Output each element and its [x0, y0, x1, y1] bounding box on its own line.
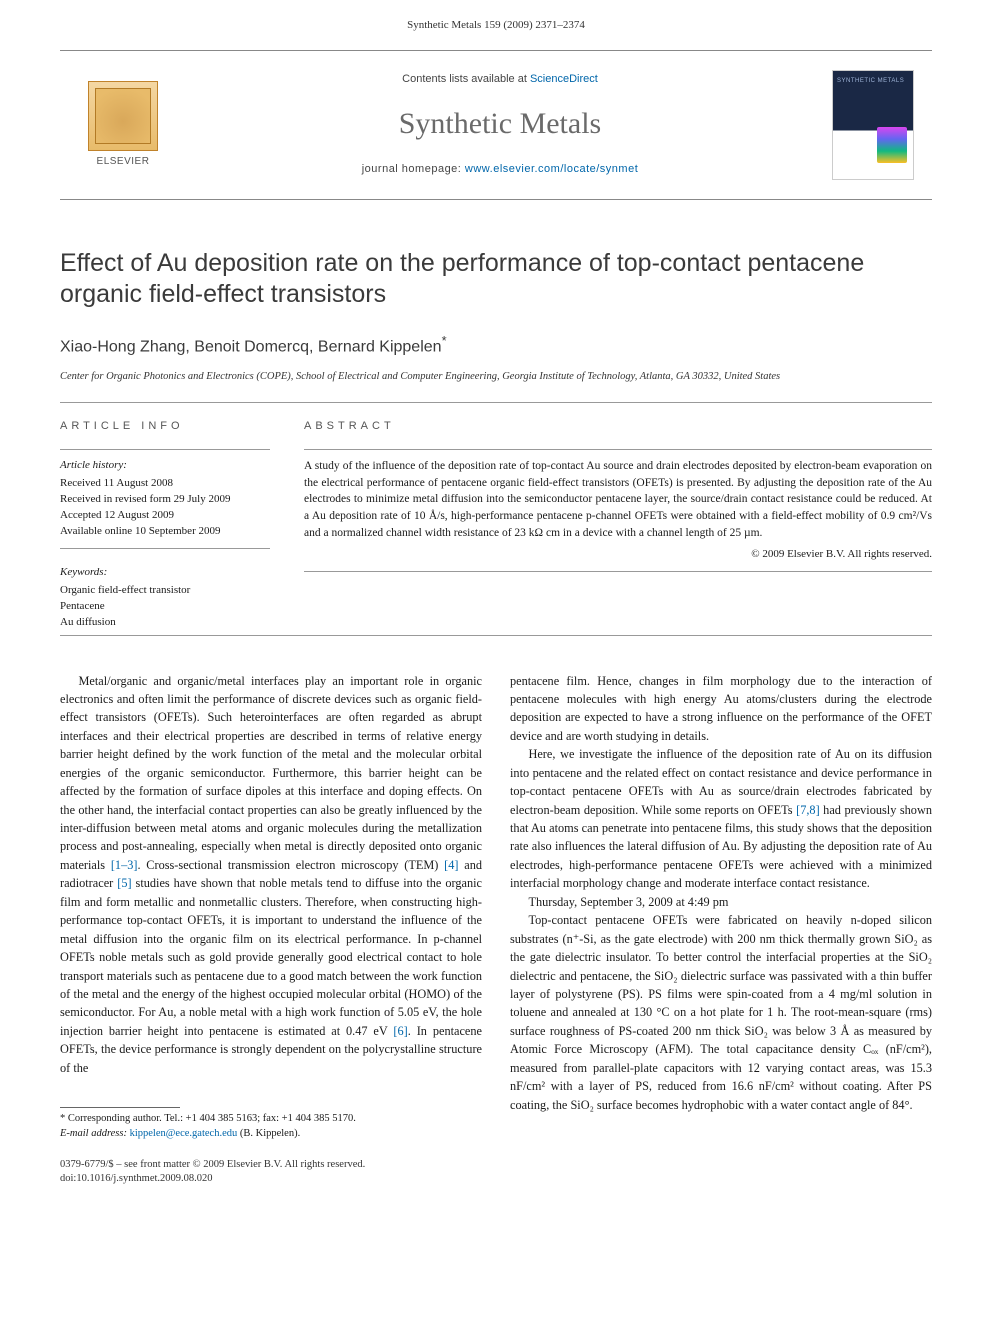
body-paragraph: Top-contact pentacene OFETs were fabrica…	[510, 911, 932, 1114]
history-received: Received 11 August 2008	[60, 476, 270, 492]
author-names: Xiao-Hong Zhang, Benoit Domercq, Bernard…	[60, 339, 442, 356]
history-label: Article history:	[60, 458, 270, 474]
footnote-email-line: E-mail address: kippelen@ece.gatech.edu …	[60, 1127, 482, 1142]
email-who: (B. Kippelen).	[240, 1128, 300, 1139]
email-label: E-mail address:	[60, 1128, 127, 1139]
body-paragraph: Metal/organic and organic/metal interfac…	[60, 672, 482, 1078]
article-front-matter: Effect of Au deposition rate on the perf…	[60, 248, 932, 1142]
divider	[60, 635, 932, 636]
article-info-col: article info Article history: Received 1…	[60, 419, 270, 630]
contents-prefix: Contents lists available at	[402, 73, 530, 85]
elsevier-tree-icon	[88, 81, 158, 151]
journal-cover-thumbnail	[832, 70, 914, 180]
body-paragraph: Thursday, September 3, 2009 at 4:49 pm	[510, 893, 932, 911]
running-head: Synthetic Metals 159 (2009) 2371–2374	[0, 0, 992, 42]
divider	[60, 449, 270, 450]
citation-link[interactable]: [4]	[444, 858, 458, 872]
email-link[interactable]: kippelen@ece.gatech.edu	[130, 1128, 238, 1139]
citation-link[interactable]: [1–3]	[111, 858, 138, 872]
body-text: studies have shown that noble metals ten…	[60, 876, 482, 1038]
sciencedirect-link[interactable]: ScienceDirect	[530, 73, 598, 85]
abstract-text: A study of the influence of the depositi…	[304, 458, 932, 541]
history-online: Available online 10 September 2009	[60, 524, 270, 540]
front-matter-line: 0379-6779/$ – see front matter © 2009 El…	[60, 1158, 932, 1173]
keyword: Organic field-effect transistor	[60, 583, 270, 599]
footnote-rule	[60, 1107, 180, 1108]
journal-title: Synthetic Metals	[168, 102, 832, 146]
divider	[304, 449, 932, 450]
journal-homepage: journal homepage: www.elsevier.com/locat…	[168, 162, 832, 178]
corresponding-mark: *	[442, 333, 447, 348]
keyword: Au diffusion	[60, 615, 270, 631]
publisher-name: ELSEVIER	[97, 155, 150, 170]
abstract-heading: abstract	[304, 419, 932, 435]
doi-line: doi:10.1016/j.synthmet.2009.08.020	[60, 1172, 932, 1187]
homepage-link[interactable]: www.elsevier.com/locate/synmet	[465, 163, 638, 175]
corresponding-footnote: * Corresponding author. Tel.: +1 404 385…	[60, 1112, 482, 1141]
keyword: Pentacene	[60, 599, 270, 615]
history-revised: Received in revised form 29 July 2009	[60, 492, 270, 508]
publisher-block: ELSEVIER	[78, 81, 168, 170]
body-paragraph: Here, we investigate the influence of th…	[510, 745, 932, 893]
footnote-corr: * Corresponding author. Tel.: +1 404 385…	[60, 1112, 482, 1127]
abstract-copyright: © 2009 Elsevier B.V. All rights reserved…	[304, 547, 932, 563]
article-info-row: article info Article history: Received 1…	[60, 419, 932, 630]
page-footer: 0379-6779/$ – see front matter © 2009 El…	[60, 1158, 932, 1187]
citation-link[interactable]: [7,8]	[796, 803, 820, 817]
body-text: . Cross-sectional transmission electron …	[137, 858, 444, 872]
history-accepted: Accepted 12 August 2009	[60, 508, 270, 524]
contents-line: Contents lists available at ScienceDirec…	[168, 72, 832, 88]
homepage-prefix: journal homepage:	[362, 163, 465, 175]
abstract-col: abstract A study of the influence of the…	[304, 419, 932, 630]
article-info-heading: article info	[60, 419, 270, 435]
journal-masthead: ELSEVIER Contents lists available at Sci…	[60, 50, 932, 200]
keywords-label: Keywords:	[60, 565, 270, 581]
masthead-center: Contents lists available at ScienceDirec…	[168, 72, 832, 177]
divider	[60, 548, 270, 549]
author-list: Xiao-Hong Zhang, Benoit Domercq, Bernard…	[60, 332, 932, 359]
citation-link[interactable]: [5]	[117, 876, 131, 890]
affiliation: Center for Organic Photonics and Electro…	[60, 369, 932, 384]
divider	[60, 402, 932, 403]
article-title: Effect of Au deposition rate on the perf…	[60, 248, 932, 311]
body-text: Metal/organic and organic/metal interfac…	[60, 674, 482, 872]
article-body: Metal/organic and organic/metal interfac…	[60, 672, 932, 1142]
body-paragraph: pentacene film. Hence, changes in film m…	[510, 672, 932, 746]
citation-link[interactable]: [6]	[393, 1024, 407, 1038]
divider	[304, 571, 932, 572]
